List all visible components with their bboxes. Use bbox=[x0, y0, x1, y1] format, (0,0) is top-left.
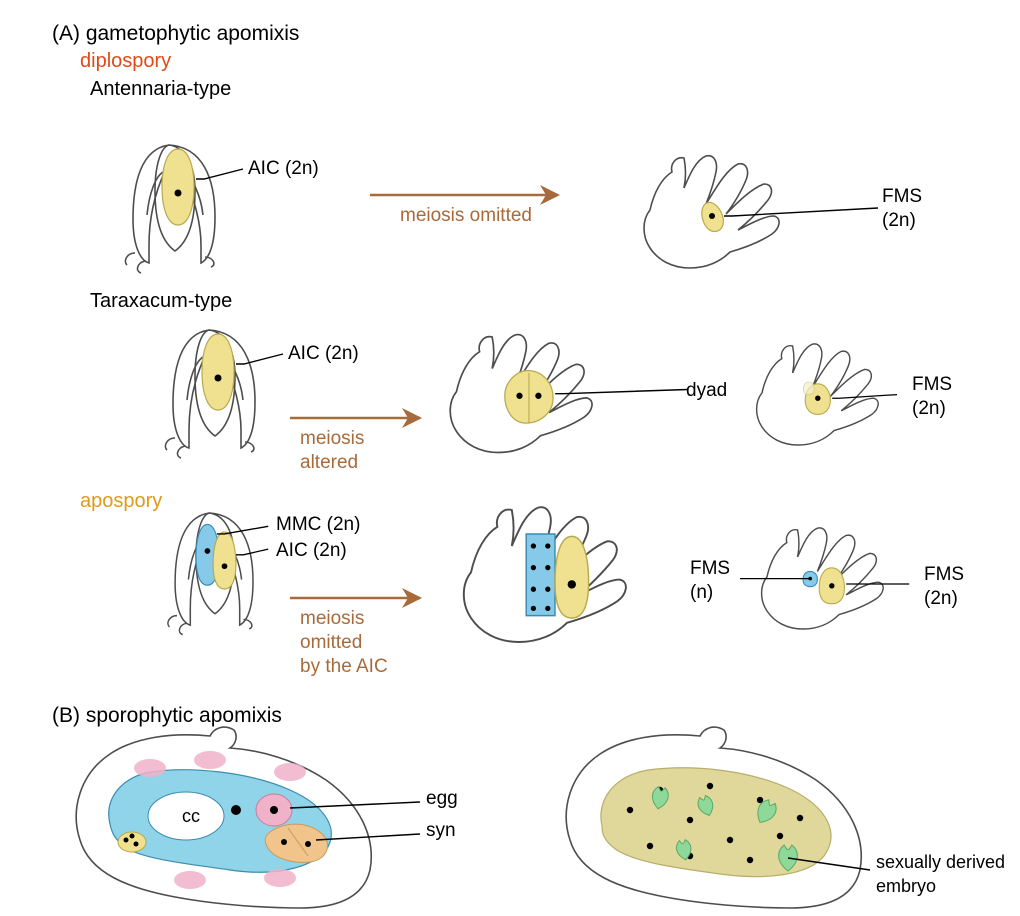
label-fmsn-b: (n) bbox=[690, 582, 713, 604]
label-embryo-2: embryo bbox=[876, 876, 936, 897]
heading-taraxacum: Taraxacum-type bbox=[90, 290, 232, 313]
label-meiosis-aic-2: omitted bbox=[300, 632, 362, 654]
label-dyad: dyad bbox=[686, 380, 727, 402]
label-fms-1: FMS bbox=[882, 186, 922, 208]
diagram-root: (A) gametophytic apomixis diplospory Ant… bbox=[0, 0, 1020, 916]
label-meiosis-altered-1: meiosis bbox=[300, 428, 364, 450]
label-aic-1: AIC (2n) bbox=[248, 158, 319, 180]
label-cc: cc bbox=[182, 806, 200, 827]
label-meiosis-aic-3: by the AIC bbox=[300, 656, 388, 678]
label-fms-3b: (2n) bbox=[924, 588, 958, 610]
label-fmsn: FMS bbox=[690, 558, 730, 580]
label-aic-2: AIC (2n) bbox=[288, 343, 359, 365]
label-fms-2: FMS bbox=[912, 374, 952, 396]
label-meiosis-altered-2: altered bbox=[300, 452, 358, 474]
label-mmc: MMC (2n) bbox=[276, 514, 360, 536]
label-meiosis-omitted: meiosis omitted bbox=[400, 205, 532, 227]
label-embryo-1: sexually derived bbox=[876, 852, 1005, 873]
heading-apospory: apospory bbox=[80, 490, 162, 513]
label-fms-1b: (2n) bbox=[882, 210, 916, 232]
label-aic-3: AIC (2n) bbox=[276, 540, 347, 562]
label-egg: egg bbox=[426, 788, 458, 810]
label-syn: syn bbox=[426, 820, 456, 842]
heading-a: (A) gametophytic apomixis bbox=[52, 22, 299, 46]
heading-diplospory: diplospory bbox=[80, 50, 171, 73]
label-meiosis-aic-1: meiosis bbox=[300, 608, 364, 630]
heading-b: (B) sporophytic apomixis bbox=[52, 704, 282, 728]
diagram-svg bbox=[0, 0, 1020, 916]
label-fms-2b: (2n) bbox=[912, 398, 946, 420]
heading-antennaria: Antennaria-type bbox=[90, 78, 231, 101]
label-fms-3: FMS bbox=[924, 564, 964, 586]
